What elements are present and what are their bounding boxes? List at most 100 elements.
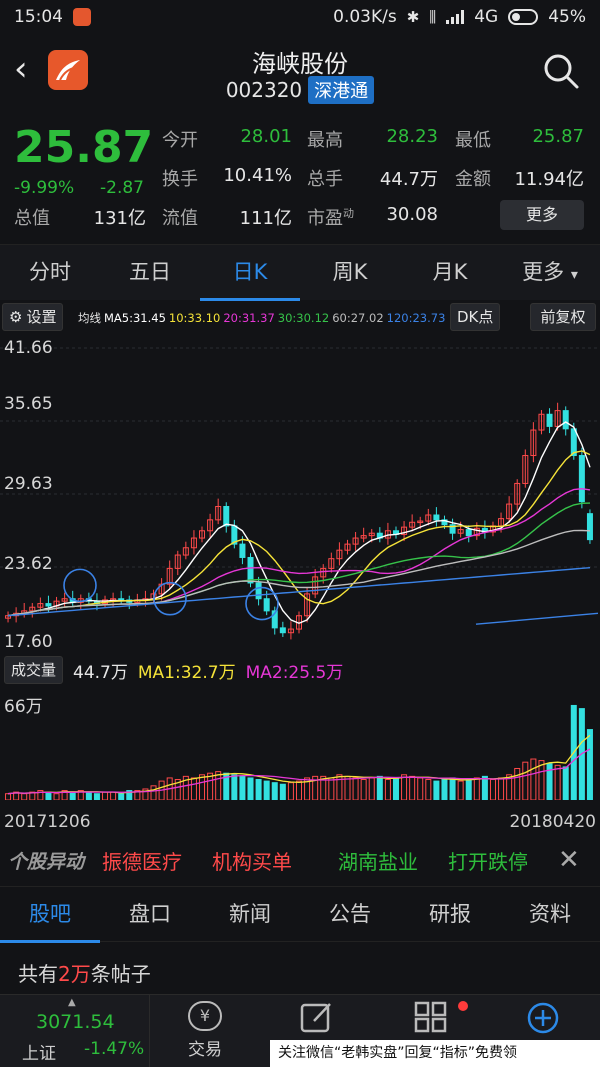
tab-forum[interactable]: 股吧: [0, 887, 100, 943]
market-value: 131亿: [93, 208, 146, 229]
candle-body: [530, 429, 537, 457]
volume-bar: [287, 782, 294, 801]
ma30-value: 30:30.12: [277, 311, 330, 325]
candle-body: [352, 537, 359, 545]
candle-body: [37, 603, 44, 608]
tab-intraday[interactable]: 分时: [29, 260, 71, 284]
alert-item[interactable]: 湖南盐业: [338, 849, 418, 874]
volume-bar: [328, 777, 335, 801]
volume-chart[interactable]: 66万: [0, 688, 600, 801]
volume-max-label: 66万: [4, 697, 43, 717]
volume-bar: [433, 780, 440, 801]
candle-body: [570, 428, 577, 457]
open-value: 28.01: [240, 126, 292, 147]
candle-body: [344, 543, 351, 551]
candle-body: [45, 603, 52, 607]
candle-body: [546, 413, 553, 427]
alert-item[interactable]: 机构买单: [212, 849, 292, 874]
volume-bar: [102, 791, 109, 801]
tab-more-periods[interactable]: 更多 ▾: [522, 260, 578, 284]
volume-indicator-button[interactable]: 成交量: [4, 656, 64, 684]
tab-news[interactable]: 新闻: [229, 902, 271, 926]
trade-button[interactable]: ¥ 交易: [150, 995, 260, 1067]
stock-code: 002320: [225, 78, 303, 102]
tab-research[interactable]: 研报: [429, 902, 471, 926]
candle-body: [562, 410, 569, 430]
candle-body: [425, 514, 432, 522]
volume-bar: [215, 771, 222, 801]
high-value: 28.23: [386, 126, 438, 147]
volume-bar: [368, 777, 375, 801]
network-speed: 0.03K/s: [333, 7, 397, 27]
search-icon[interactable]: [542, 52, 580, 90]
restore-right-button[interactable]: 前复权: [530, 303, 596, 331]
alert-item[interactable]: 振德医疗: [102, 849, 182, 874]
candle-body: [522, 455, 529, 484]
candle-body: [417, 520, 424, 524]
ma10-value: 10:33.10: [168, 311, 221, 325]
stock-code-line: 002320 深港通: [0, 76, 600, 104]
candle-body: [287, 628, 294, 634]
volume-bar: [118, 793, 125, 801]
y-tick-label: 41.66: [4, 338, 53, 358]
candle-body: [255, 582, 262, 600]
tab-daily-k[interactable]: 日K: [200, 245, 300, 301]
candle-body: [207, 519, 214, 532]
tab-weekly-k[interactable]: 周K: [332, 260, 368, 284]
ma-bar: ⚙ 设置 均线 MA5:31.45 10:33.10 20:31.37 30:3…: [0, 300, 600, 334]
volume-bar: [190, 777, 197, 801]
volume-header: 成交量 44.7万 MA1:32.7万 MA2:25.5万: [0, 654, 600, 686]
dk-point-button[interactable]: DK点: [450, 303, 501, 331]
candle-body: [473, 527, 480, 537]
index-widget[interactable]: ▲ 3071.54 上证 -1.47%: [0, 995, 150, 1067]
date-axis: 20171206 20180420: [0, 812, 600, 832]
kline-chart[interactable]: 41.66 35.65 29.63 23.62 17.60: [0, 334, 600, 652]
alert-item[interactable]: 打开跌停: [448, 849, 528, 874]
volume-bar: [231, 774, 238, 801]
signal-icon: [446, 10, 465, 24]
back-icon[interactable]: ‹: [14, 49, 28, 89]
status-time: 15:04: [14, 7, 63, 27]
start-date: 20171206: [4, 812, 91, 832]
candle-body: [409, 521, 416, 528]
volume-value: 44.7万: [73, 662, 128, 683]
volume-bar: [465, 779, 472, 801]
candle-body: [199, 530, 206, 539]
market-badge[interactable]: 深港通: [308, 76, 375, 104]
tab-order-book[interactable]: 盘口: [129, 902, 171, 926]
dk-marker: [153, 581, 187, 616]
edit-icon[interactable]: [300, 1001, 334, 1033]
more-button[interactable]: 更多: [500, 200, 584, 230]
ma20-value: 20:31.37: [223, 311, 275, 325]
ma60-line: [7, 529, 591, 617]
tab-profile[interactable]: 资料: [529, 902, 571, 926]
volume-bar: [538, 760, 545, 801]
candle-body: [441, 519, 448, 526]
candle-body: [586, 513, 593, 541]
settings-button[interactable]: ⚙ 设置: [2, 303, 64, 331]
volume-bar: [295, 780, 303, 801]
turnover-label: 换手: [162, 169, 198, 190]
stock-alerts-bar: 个股异动 振德医疗 机构买单 湖南盐业 打开跌停 ✕: [0, 840, 600, 880]
tab-announcements[interactable]: 公告: [329, 902, 371, 926]
tab-five-day[interactable]: 五日: [129, 260, 171, 284]
volume-bar: [255, 779, 262, 801]
candle-body: [239, 543, 246, 558]
close-icon[interactable]: ✕: [558, 845, 580, 875]
candle-body: [263, 598, 270, 612]
volume-bar: [522, 761, 529, 801]
add-icon[interactable]: [526, 1001, 560, 1035]
tab-monthly-k[interactable]: 月K: [432, 260, 468, 284]
grid-icon[interactable]: [414, 1001, 468, 1033]
app-logo: [48, 50, 88, 90]
candle-body: [304, 593, 311, 617]
open-label: 今开: [162, 130, 198, 151]
end-date: 20180420: [509, 812, 596, 832]
volume-bar: [271, 782, 278, 801]
volume-bar: [473, 777, 480, 801]
candle-body: [449, 524, 456, 534]
low-value: 25.87: [532, 126, 584, 147]
volume-bar: [586, 729, 593, 801]
volume-bar: [376, 775, 383, 801]
candle-body: [158, 583, 165, 595]
